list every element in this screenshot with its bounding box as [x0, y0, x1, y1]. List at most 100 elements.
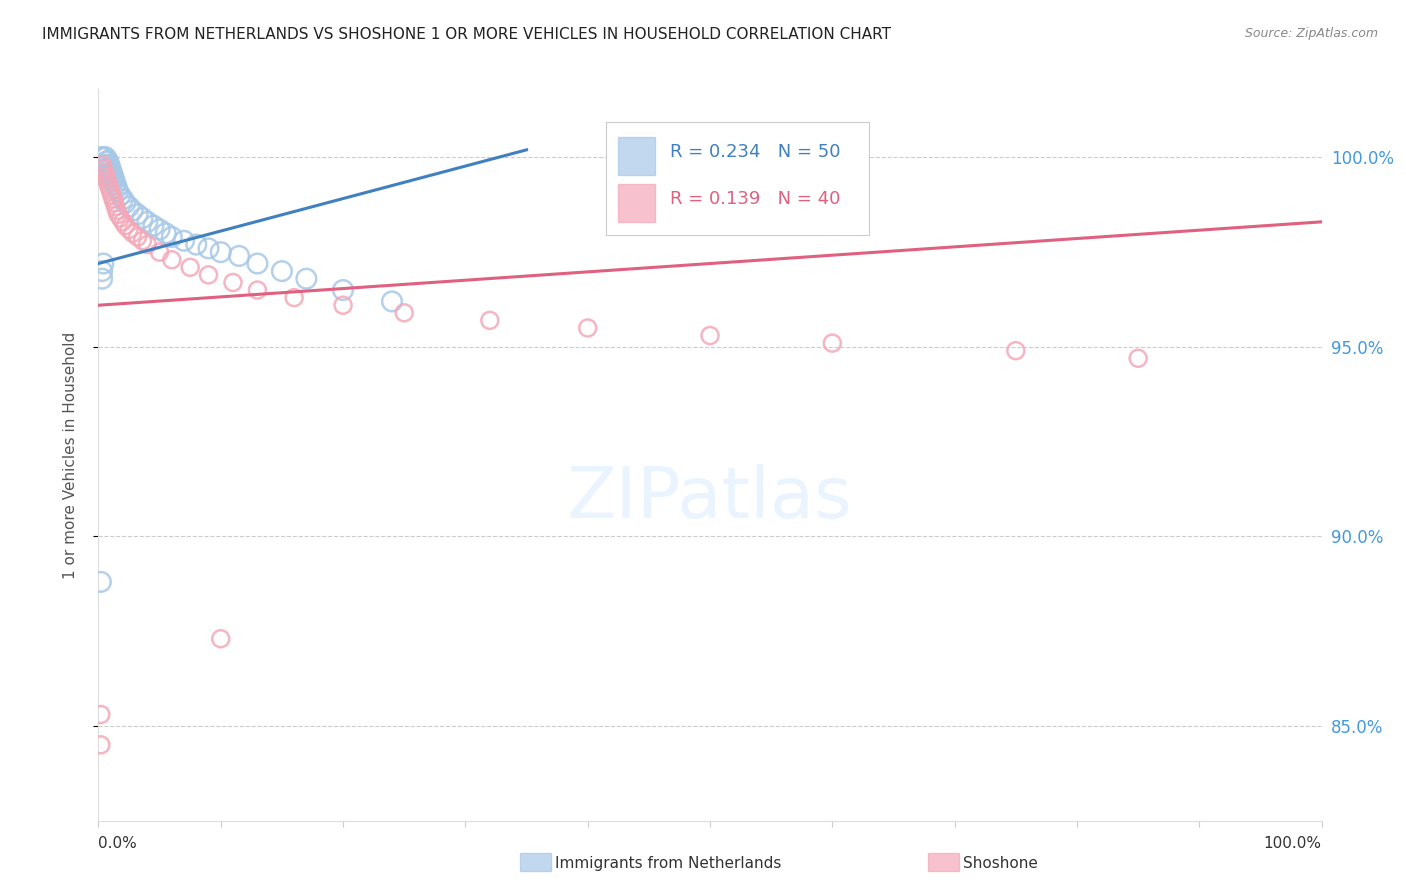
Point [90, 738, 112, 752]
Text: 100.0%: 100.0% [1264, 836, 1322, 851]
Point [155, 226, 177, 240]
Point [111, 215, 134, 229]
Point [246, 283, 269, 297]
Point [110, 211, 132, 225]
Point [197, 268, 219, 282]
Point [270, 264, 294, 278]
Point [332, 298, 354, 312]
Text: Source: ZipAtlas.com: Source: ZipAtlas.com [1244, 27, 1378, 40]
Point [110, 188, 132, 202]
Text: R = 0.139   N = 40: R = 0.139 N = 40 [669, 190, 839, 208]
Point [1128, 351, 1150, 366]
Point [98, 165, 121, 179]
Point [332, 283, 354, 297]
FancyBboxPatch shape [606, 122, 869, 235]
Point [127, 230, 149, 244]
Point [91, 256, 114, 270]
Point [179, 260, 201, 275]
Point [94, 150, 117, 164]
Point [103, 195, 125, 210]
Point [576, 321, 599, 335]
Point [160, 252, 183, 267]
Point [104, 200, 127, 214]
Point [246, 256, 269, 270]
Point [103, 173, 125, 187]
Point [173, 234, 195, 248]
Point [97, 177, 120, 191]
Text: ZIPatlas: ZIPatlas [567, 465, 853, 533]
Y-axis label: 1 or more Vehicles in Household: 1 or more Vehicles in Household [63, 331, 77, 579]
Point [97, 154, 120, 169]
Point [100, 169, 122, 184]
Point [91, 264, 114, 278]
Text: Immigrants from Netherlands: Immigrants from Netherlands [555, 856, 782, 871]
Point [283, 291, 305, 305]
Point [91, 150, 114, 164]
Bar [520, 853, 551, 871]
Point [381, 294, 404, 309]
Point [94, 169, 117, 184]
Point [101, 165, 124, 179]
Point [111, 192, 134, 206]
Point [98, 180, 121, 194]
Point [107, 207, 129, 221]
Point [114, 219, 136, 233]
Point [98, 158, 121, 172]
Point [90, 707, 112, 722]
Point [97, 161, 120, 176]
Point [121, 203, 143, 218]
Point [93, 150, 115, 164]
Text: Shoshone: Shoshone [963, 856, 1038, 871]
Point [821, 336, 844, 351]
Point [131, 211, 153, 225]
Point [127, 207, 149, 221]
Point [93, 158, 115, 172]
Point [295, 271, 318, 285]
Text: R = 0.234   N = 50: R = 0.234 N = 50 [669, 143, 841, 161]
Point [101, 173, 124, 187]
Point [101, 192, 124, 206]
Point [478, 313, 501, 327]
Point [1004, 343, 1026, 358]
Point [104, 177, 127, 191]
Point [91, 158, 114, 172]
Text: 0.0%: 0.0% [98, 836, 138, 851]
Point [186, 237, 208, 252]
Bar [928, 853, 959, 871]
FancyBboxPatch shape [619, 136, 655, 175]
Point [209, 245, 232, 260]
Point [160, 230, 183, 244]
Point [90, 150, 112, 164]
Point [149, 222, 172, 236]
Point [96, 173, 118, 187]
Point [100, 161, 122, 176]
Point [222, 276, 245, 290]
Point [101, 188, 124, 202]
Point [228, 249, 250, 263]
Point [114, 195, 136, 210]
Point [121, 226, 143, 240]
Point [118, 200, 141, 214]
Point [105, 203, 128, 218]
Point [91, 161, 114, 176]
FancyBboxPatch shape [619, 185, 655, 222]
Point [100, 185, 122, 199]
Point [131, 234, 153, 248]
Point [101, 169, 124, 184]
Point [91, 150, 114, 164]
Point [90, 574, 112, 589]
Text: IMMIGRANTS FROM NETHERLANDS VS SHOSHONE 1 OR MORE VEHICLES IN HOUSEHOLD CORRELAT: IMMIGRANTS FROM NETHERLANDS VS SHOSHONE … [42, 27, 891, 42]
Point [91, 150, 114, 164]
Point [105, 180, 128, 194]
Point [107, 185, 129, 199]
Point [699, 328, 721, 343]
Point [96, 161, 118, 176]
Point [93, 165, 115, 179]
Point [209, 632, 232, 646]
Point [197, 241, 219, 255]
Point [94, 158, 117, 172]
Point [118, 222, 141, 236]
Point [149, 245, 172, 260]
Point [96, 154, 118, 169]
Point [91, 271, 114, 285]
